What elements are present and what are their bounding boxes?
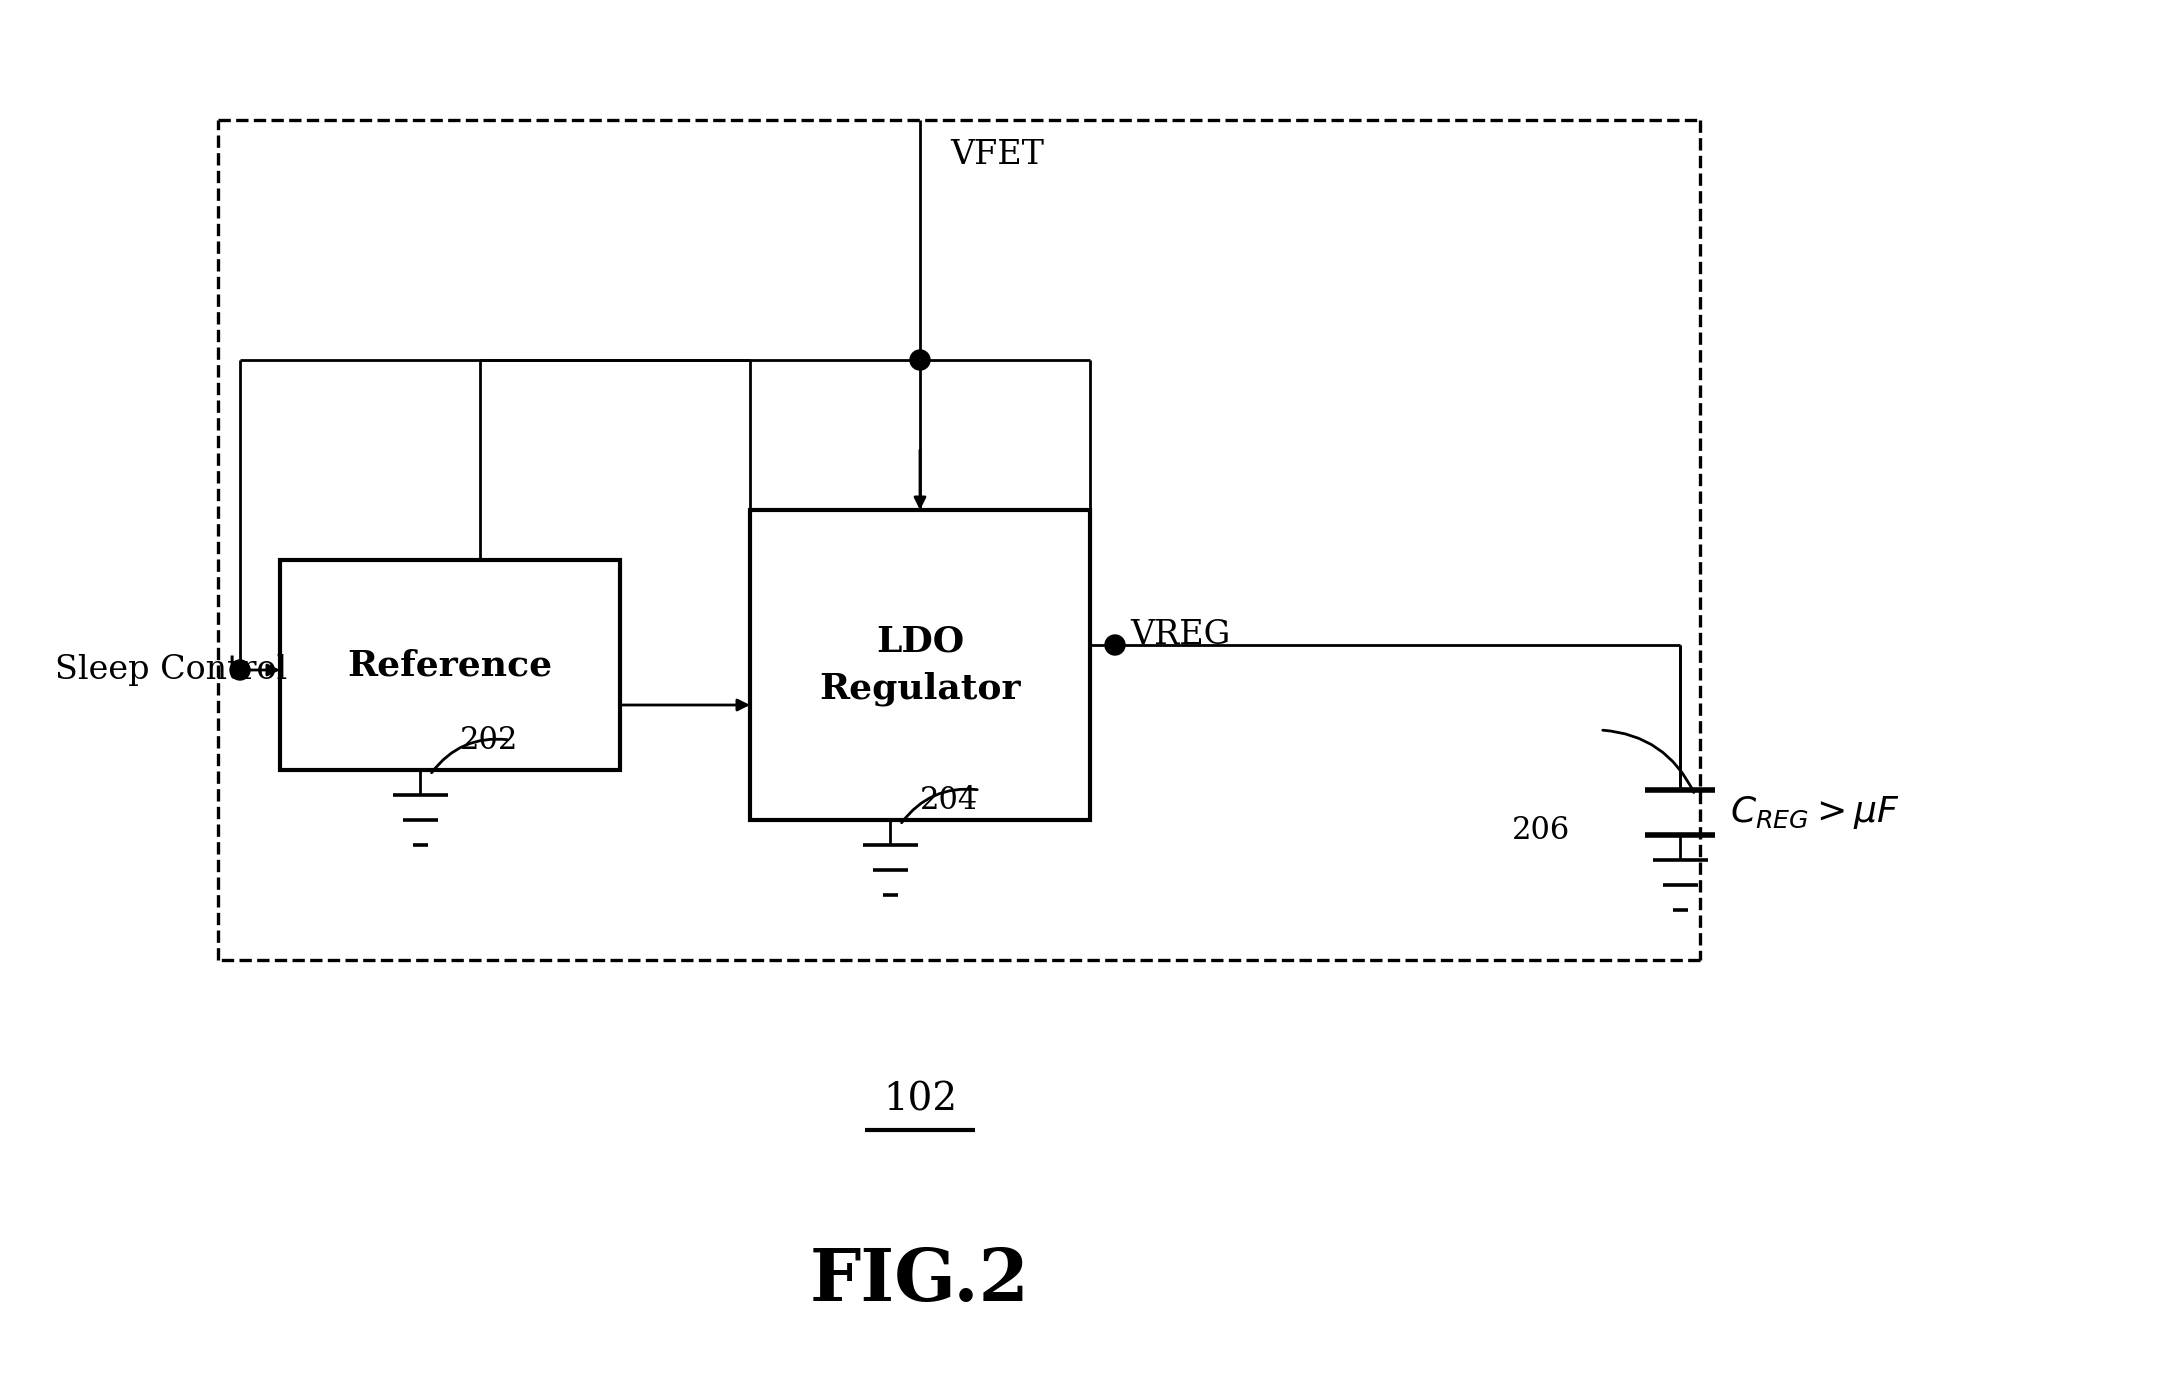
Text: FIG.2: FIG.2 [810,1244,1031,1315]
Bar [279,560,619,770]
Text: Sleep Control: Sleep Control [54,655,288,687]
Bar [749,510,1089,820]
Text: 102: 102 [883,1081,957,1119]
Text: 204: 204 [920,784,979,816]
Circle shape [229,660,249,680]
Text: VREG: VREG [1130,619,1230,651]
Text: $C_{REG}>\mu F$: $C_{REG}>\mu F$ [1730,794,1901,831]
Circle shape [1104,635,1126,655]
Circle shape [909,350,931,370]
Text: 206: 206 [1511,815,1570,845]
Text: Reference: Reference [346,648,552,682]
Text: LDO
Regulator: LDO Regulator [818,624,1020,706]
Text: 202: 202 [459,724,517,756]
Text: VFET: VFET [950,139,1044,171]
